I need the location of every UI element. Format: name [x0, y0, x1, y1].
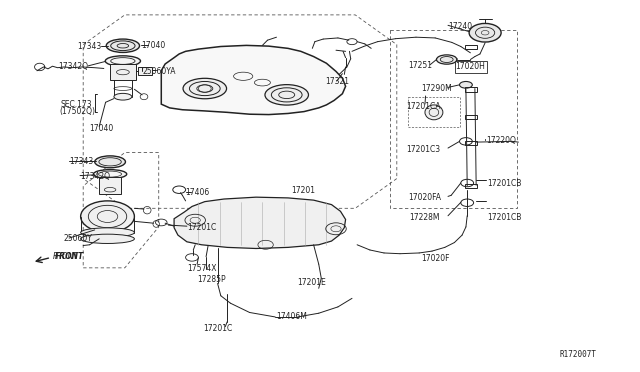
Text: 25060Y: 25060Y: [64, 234, 93, 243]
Bar: [465, 184, 477, 188]
Text: 17251: 17251: [408, 61, 433, 70]
Polygon shape: [174, 197, 346, 248]
Bar: [465, 87, 477, 92]
Text: 17201E: 17201E: [298, 278, 326, 287]
Text: 17228M: 17228M: [410, 213, 440, 222]
Text: 17201C: 17201C: [204, 324, 233, 333]
Text: 17343: 17343: [69, 157, 93, 166]
Text: 17342Q: 17342Q: [58, 62, 88, 71]
Bar: [465, 45, 477, 49]
Bar: [138, 67, 152, 75]
Ellipse shape: [460, 81, 472, 88]
Text: 17201C3: 17201C3: [406, 145, 440, 154]
Text: R172007T: R172007T: [560, 350, 597, 359]
Ellipse shape: [106, 39, 140, 52]
Text: 17240: 17240: [448, 22, 472, 31]
Polygon shape: [161, 45, 346, 115]
Text: FRONT: FRONT: [52, 252, 79, 261]
Text: 17020F: 17020F: [421, 254, 450, 263]
Ellipse shape: [95, 156, 125, 168]
Ellipse shape: [425, 105, 443, 120]
Bar: [465, 115, 477, 119]
Text: 17406: 17406: [186, 188, 210, 197]
Text: 17201C: 17201C: [187, 223, 216, 232]
Text: 17343: 17343: [77, 42, 101, 51]
Text: 17040: 17040: [90, 124, 114, 133]
Circle shape: [469, 23, 501, 42]
Ellipse shape: [114, 93, 132, 100]
Bar: [110, 64, 136, 80]
Text: 17285P: 17285P: [197, 275, 226, 284]
Circle shape: [81, 201, 134, 232]
Text: 17201CB: 17201CB: [488, 213, 522, 222]
Text: 17201CA: 17201CA: [406, 102, 441, 110]
Ellipse shape: [436, 55, 457, 64]
Ellipse shape: [93, 170, 127, 179]
Text: 17574X: 17574X: [187, 264, 216, 273]
Text: 17201: 17201: [291, 186, 315, 195]
Text: (17502Q): (17502Q): [60, 107, 95, 116]
Bar: [465, 141, 477, 145]
Text: FRONT: FRONT: [54, 252, 84, 261]
Text: 17342Q: 17342Q: [81, 172, 111, 181]
Text: 17020FA: 17020FA: [408, 193, 442, 202]
Text: 17020H: 17020H: [456, 62, 486, 71]
Text: 17321: 17321: [325, 77, 349, 86]
Text: 17040: 17040: [141, 41, 165, 50]
Ellipse shape: [265, 85, 308, 105]
Ellipse shape: [81, 228, 134, 237]
Bar: [99, 177, 121, 194]
Text: 17201CB: 17201CB: [488, 179, 522, 187]
Text: 17290M: 17290M: [421, 84, 452, 93]
Text: SEC.173: SEC.173: [61, 100, 92, 109]
Text: 17406M: 17406M: [276, 312, 307, 321]
Ellipse shape: [183, 78, 227, 99]
Text: 25060YA: 25060YA: [142, 67, 175, 76]
Ellipse shape: [105, 56, 141, 66]
Text: 17220Q: 17220Q: [486, 136, 516, 145]
Ellipse shape: [81, 234, 134, 244]
